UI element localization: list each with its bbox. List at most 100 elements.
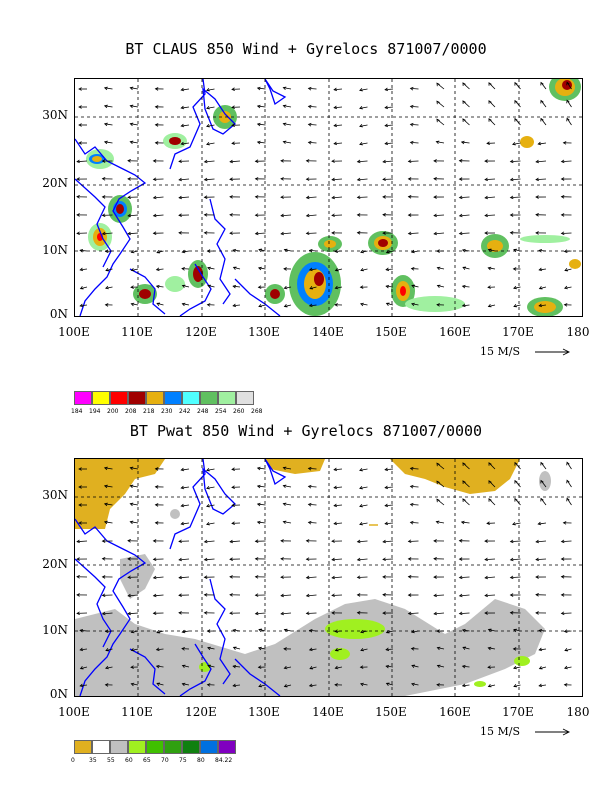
wind-vector <box>102 612 113 615</box>
wind-vector <box>77 540 88 543</box>
wind-vector-head <box>180 485 185 490</box>
wind-vector-head <box>103 484 108 489</box>
wind-vector <box>258 647 266 650</box>
wind-vector-head <box>461 284 466 289</box>
wind-vector-head <box>206 485 210 490</box>
wind-vector <box>334 88 343 91</box>
wind-vector-head <box>540 497 544 502</box>
wind-vector-head <box>566 461 570 466</box>
wind-vector-head <box>307 520 312 525</box>
wind-vector-head <box>484 539 488 543</box>
wind-vector-head <box>282 104 287 109</box>
wind-vector-head <box>488 462 492 466</box>
wind-vector-head <box>203 593 208 597</box>
wind-vector <box>334 106 343 109</box>
wind-vector-head <box>309 286 314 290</box>
wind-vector <box>105 666 113 669</box>
wind-vector-head <box>203 159 208 164</box>
wind-vector-head <box>203 539 208 544</box>
p2-ytick-10n: 10N <box>42 623 68 637</box>
wind-vector-head <box>535 593 539 597</box>
wind-vector-head <box>458 195 463 200</box>
legend-swatch <box>146 391 164 405</box>
legend-label: 184 <box>71 408 83 415</box>
wind-vector <box>335 286 343 289</box>
wind-vector <box>309 268 317 271</box>
legend-swatch <box>110 740 128 754</box>
wind-vector-head <box>535 159 540 164</box>
wind-vector-head <box>206 521 210 526</box>
wind-vector <box>386 665 394 668</box>
legend-label: 70 <box>161 757 169 764</box>
wind-vector <box>512 142 521 145</box>
wind-vector <box>332 576 343 579</box>
wind-vector <box>131 683 139 686</box>
wind-vector <box>357 558 368 561</box>
wind-vector <box>284 666 292 669</box>
wind-vector <box>385 504 394 507</box>
wind-vector <box>386 648 394 651</box>
wind-vector <box>181 142 190 145</box>
wind-vector <box>131 303 139 306</box>
wind-vector <box>536 558 547 561</box>
wind-vector-head <box>433 593 437 598</box>
wind-vector-head <box>152 593 157 598</box>
legend-label: 230 <box>161 408 173 415</box>
wind-vector <box>283 105 292 108</box>
wind-vector-head <box>409 140 414 145</box>
wind-vector-head <box>181 302 186 307</box>
legend-swatch <box>110 391 128 405</box>
wind-vector-head <box>180 467 185 472</box>
wind-vector <box>130 141 139 144</box>
panel1-map-graphics <box>75 79 582 316</box>
wind-vector <box>128 612 139 615</box>
wind-vector-head <box>540 81 544 86</box>
wind-vector <box>104 485 113 488</box>
wind-vector <box>308 468 317 470</box>
legend-label: 84.22 <box>215 757 233 764</box>
wind-vector-head <box>512 267 517 271</box>
wind-vector-head <box>535 231 539 235</box>
wind-vector-head <box>130 682 135 687</box>
wind-vector <box>308 486 317 488</box>
wind-vector <box>283 485 292 488</box>
p2-xtick: 140E <box>312 705 344 719</box>
wind-vector-head <box>514 99 518 104</box>
wind-vector-head <box>254 231 259 236</box>
wind-vector <box>104 467 113 470</box>
wind-vector <box>485 214 496 217</box>
wind-vector <box>564 666 572 669</box>
wind-vector-head <box>305 159 310 163</box>
wind-vector <box>332 196 343 199</box>
legend-label: 35 <box>89 757 97 764</box>
wind-vector-head <box>232 248 237 253</box>
wind-vector-head <box>407 231 412 236</box>
wind-vector-head <box>331 557 336 562</box>
wind-vector-head <box>486 141 490 145</box>
wind-vector-head <box>130 665 134 669</box>
p1-xtick: 140E <box>312 325 344 339</box>
wind-vector-head <box>359 665 364 669</box>
wind-vector-head <box>78 105 82 109</box>
wind-vector-head <box>538 666 543 670</box>
wind-vector-head <box>232 628 237 633</box>
legend-label: 218 <box>143 408 155 415</box>
wind-vector <box>206 142 215 145</box>
wind-vector-head <box>487 665 491 669</box>
wind-vector-head <box>433 557 437 561</box>
wind-vector <box>510 178 521 181</box>
wind-vector <box>462 684 470 687</box>
wind-vector-head <box>307 122 312 127</box>
wind-vector <box>309 629 317 632</box>
wind-vector <box>459 232 470 235</box>
wind-vector <box>181 468 190 471</box>
wind-vector-head <box>540 479 544 484</box>
wind-vector-head <box>283 665 288 670</box>
wind-vector-head <box>231 141 235 145</box>
wind-vector-head <box>331 593 335 598</box>
p2-xtick: 170E <box>502 705 534 719</box>
wind-vector-head <box>514 461 518 466</box>
wind-vector-head <box>407 213 412 217</box>
wind-vector-head <box>180 87 185 92</box>
wind-vector-head <box>513 285 517 290</box>
